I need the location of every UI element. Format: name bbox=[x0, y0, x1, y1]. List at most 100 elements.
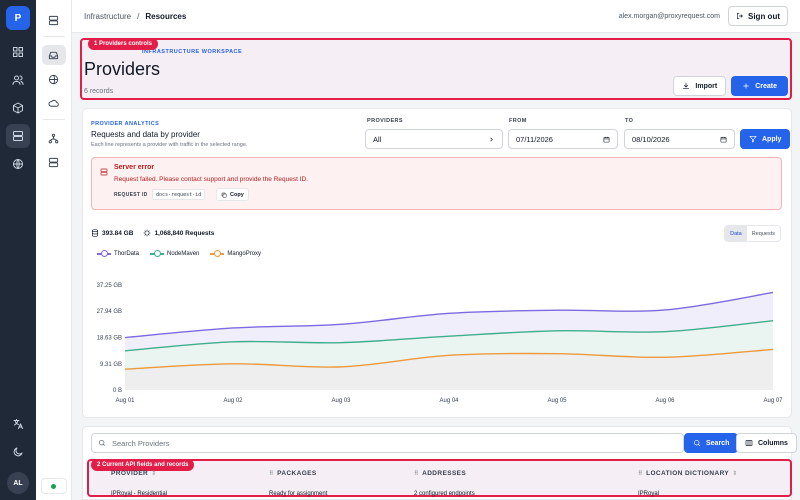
table-cell: IPRoyal - Residential bbox=[111, 491, 168, 497]
collapse-nav-button[interactable] bbox=[42, 10, 66, 30]
create-button[interactable]: Create bbox=[731, 76, 788, 96]
user-email: alex.morgan@proxyrequest.com bbox=[618, 12, 720, 20]
globe-icon bbox=[13, 159, 23, 169]
nav-divider bbox=[42, 36, 65, 37]
legend-swatch bbox=[150, 250, 165, 257]
nav-packages[interactable] bbox=[6, 96, 30, 120]
column-provider[interactable]: PROVIDER ⇕ bbox=[111, 470, 157, 477]
chevron-right-icon bbox=[490, 137, 493, 141]
legend-swatch bbox=[97, 250, 111, 257]
copy-label: Copy bbox=[230, 191, 244, 198]
providers-select[interactable]: All bbox=[365, 129, 503, 149]
columns-label: Columns bbox=[758, 439, 788, 447]
database-icon bbox=[92, 229, 98, 237]
import-button[interactable]: Import bbox=[673, 76, 727, 96]
avatar[interactable]: AL bbox=[7, 472, 29, 494]
globe-icon bbox=[48, 74, 59, 84]
legend-label: NodeMaven bbox=[167, 250, 200, 257]
subnav-providers[interactable] bbox=[41, 45, 66, 65]
sign-out-label: Sign out bbox=[748, 11, 780, 21]
traffic-stats: 393.84 GB 1,068,840 Requests bbox=[91, 229, 214, 237]
nav-users[interactable] bbox=[6, 68, 30, 92]
request-id-value: docs-request-id bbox=[152, 189, 206, 200]
nav-network[interactable] bbox=[6, 152, 30, 176]
server-icon bbox=[48, 157, 59, 167]
calendar-icon bbox=[720, 136, 727, 142]
logout-icon bbox=[737, 13, 743, 19]
section-nav bbox=[36, 0, 72, 500]
x-tick-label: Aug 02 bbox=[223, 398, 243, 404]
drag-handle-icon: ⠿ bbox=[269, 471, 275, 477]
to-date-input[interactable]: 08/10/2026 bbox=[624, 129, 735, 149]
status-indicator[interactable] bbox=[40, 478, 67, 494]
error-title: Server error bbox=[114, 164, 155, 171]
sign-out-button[interactable]: Sign out bbox=[728, 6, 788, 26]
column-packages[interactable]: ⠿ PACKAGES bbox=[269, 470, 317, 477]
online-dot bbox=[51, 483, 56, 489]
metric-toggle: Data Requests bbox=[724, 225, 781, 242]
providers-filter-label: PROVIDERS bbox=[367, 118, 403, 124]
table-header-region: 2 Current API fields and records PROVIDE… bbox=[87, 459, 792, 497]
app-rail: P AL bbox=[0, 0, 36, 500]
to-date-label: TO bbox=[625, 118, 634, 124]
import-label: Import bbox=[695, 82, 718, 90]
calendar-icon bbox=[603, 136, 610, 142]
legend-item-nodemaven[interactable]: NodeMaven bbox=[150, 250, 199, 257]
copy-request-id-button[interactable]: Copy bbox=[216, 188, 249, 201]
columns-icon bbox=[745, 440, 753, 446]
column-addresses[interactable]: ⠿ ADDRESSES bbox=[414, 470, 467, 477]
providers-controls-region: INFRASTRUCTURE WORKSPACE 1 Providers con… bbox=[80, 38, 792, 100]
app-logo[interactable]: P bbox=[6, 6, 30, 30]
theme-toggle[interactable] bbox=[6, 440, 30, 464]
metric-data-tab[interactable]: Data bbox=[725, 226, 747, 241]
server-icon bbox=[13, 131, 23, 141]
nav-dashboard[interactable] bbox=[6, 40, 30, 64]
copy-icon bbox=[221, 192, 227, 197]
record-count: 6 records bbox=[84, 88, 114, 95]
from-date-input[interactable]: 07/11/2026 bbox=[508, 129, 618, 149]
server-error-icon bbox=[100, 168, 108, 176]
page-eyebrow: INFRASTRUCTURE WORKSPACE bbox=[142, 49, 243, 55]
series-line-nodemaven bbox=[124, 319, 774, 352]
plus-icon bbox=[743, 83, 749, 89]
y-tick-label: 9.31 GB bbox=[100, 362, 122, 368]
subnav-cloud[interactable] bbox=[42, 93, 66, 113]
metric-requests-tab[interactable]: Requests bbox=[751, 230, 775, 237]
table-cell: 2 configured endpoints bbox=[414, 491, 475, 497]
subnav-topology[interactable] bbox=[42, 128, 66, 148]
moon-icon bbox=[13, 447, 23, 457]
apply-button[interactable]: Apply bbox=[740, 129, 791, 149]
breadcrumb-infrastructure[interactable]: Infrastructure bbox=[84, 11, 132, 21]
language-button[interactable] bbox=[6, 412, 30, 436]
to-date-value: 08/10/2026 bbox=[632, 134, 670, 144]
sort-icon: ⇕ bbox=[151, 471, 157, 477]
breadcrumb-separator: / bbox=[137, 11, 140, 21]
total-data: 393.84 GB bbox=[102, 229, 134, 237]
provider-traffic-chart: 0 B 9.31 GB 18.63 GB 27.94 GB 37.25 GB Aug 01… bbox=[97, 283, 784, 404]
series-area-mangoproxy bbox=[125, 349, 773, 390]
activity-icon bbox=[144, 229, 151, 237]
column-location-dictionary[interactable]: ⠿ LOCATION DICTIONARY ⇕ bbox=[638, 470, 738, 477]
search-input[interactable]: Search Providers bbox=[91, 433, 684, 453]
breadcrumb-resources: Resources bbox=[145, 11, 187, 21]
x-tick-label: Aug 03 bbox=[331, 398, 351, 404]
subnav-regions[interactable] bbox=[42, 69, 66, 89]
sort-icon: ⇕ bbox=[732, 471, 738, 477]
provider-analytics-card: PROVIDER ANALYTICS Requests and data by … bbox=[82, 108, 792, 418]
top-bar: Infrastructure / Resources alex.morgan@p… bbox=[72, 0, 800, 33]
from-date-label: FROM bbox=[509, 118, 527, 124]
columns-button[interactable]: Columns bbox=[736, 433, 797, 453]
nav-infrastructure[interactable] bbox=[6, 124, 30, 148]
subnav-servers[interactable] bbox=[42, 152, 66, 172]
analytics-title: Requests and data by provider bbox=[91, 130, 200, 139]
apply-label: Apply bbox=[762, 135, 782, 143]
nav-divider bbox=[42, 119, 65, 120]
search-button[interactable]: Search bbox=[684, 433, 739, 453]
from-date-value: 07/11/2026 bbox=[516, 134, 553, 144]
legend-label: ThorData bbox=[114, 250, 140, 257]
create-label: Create bbox=[755, 82, 777, 90]
table-cell: IPRoyal bbox=[638, 491, 660, 497]
search-placeholder: Search Providers bbox=[112, 438, 170, 448]
legend-item-thordata[interactable]: ThorData bbox=[97, 250, 139, 257]
legend-item-mangoproxy[interactable]: MangoProxy bbox=[210, 250, 261, 257]
